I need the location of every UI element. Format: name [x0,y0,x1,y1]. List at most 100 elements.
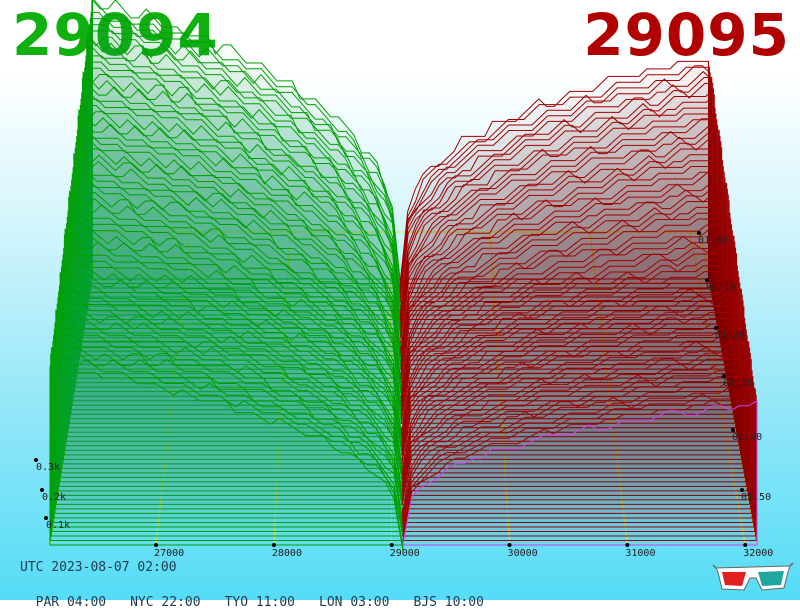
bid-depth-curve [78,108,402,366]
y-tick-dot [44,516,48,520]
x-tick-label: 30000 [508,548,538,559]
bid-depth-curve [85,55,401,329]
bid-depth-curve [89,24,401,306]
bid-depth-curve [70,185,403,415]
ask-depth-curve [401,271,739,448]
ask-depth-curve [399,66,710,284]
bid-depth-curve [60,272,403,480]
bid-depth-curve [54,322,404,520]
bid-depth-curve [57,297,403,502]
ask-depth-curve [401,300,744,474]
ask-depth-curve [400,147,723,358]
bid-depth-curve [81,92,402,355]
ask-depth-curve [401,347,751,505]
y-tick-label: 0.3k [36,462,60,473]
3d-glasses-icon[interactable] [712,560,794,594]
ask-depth-curve [399,88,715,314]
bid-depth-curve [90,11,401,297]
ask-depth-curve [401,252,738,439]
bid-depth-curve [87,35,401,307]
bid-depth-curve [69,191,403,420]
bid-depth-curve [81,77,402,351]
z-tick-dot [731,428,735,432]
bid-depth-curve [84,61,401,333]
x-gridline [155,231,191,546]
ask-depth-curve [401,335,749,497]
ask-depth-curve [399,118,719,330]
ask-depth-curve [400,199,730,399]
bid-depth-curve [91,0,401,284]
ask-depth-curve [401,265,738,443]
x-tick-label: 28000 [272,548,302,559]
ask-depth-curve [400,235,735,420]
x-tick-dot [389,543,394,547]
ask-depth-curve [400,166,724,367]
ask-depth-curve [401,323,747,488]
z-tick-label: 01:10 [706,282,736,293]
ask-depth-curve [399,70,712,293]
bid-depth-curve [73,152,402,397]
bid-depth-curve [58,285,403,493]
z-tick-dot [722,374,726,378]
bid-depth-curve [52,341,404,529]
bid-depth-curve [72,167,402,409]
utc-timestamp: UTC 2023-08-07 02:00 [20,560,177,575]
depth-curves [49,0,758,551]
ask-depth-curve [401,323,747,487]
bid-depth-curve [76,136,402,386]
bid-depth-curve [53,334,404,529]
timezone-bjs: BJS 10:00 [413,595,484,610]
ask-depth-curve [401,329,748,492]
z-tick-label: 01:40 [732,432,762,443]
z-tick-dot [697,231,701,235]
ask-depth-curve [398,65,711,289]
bid-depth-curve [51,346,404,532]
ask-depth-curve [401,317,746,483]
ask-depth-curve [401,288,742,460]
bid-depth-curve [55,309,404,505]
bid-depth-curve [61,260,403,476]
x-tick-dot [154,543,159,547]
bid-depth-curve [89,18,401,302]
bid-depth-curve [63,247,403,467]
timezone-lon: LON 03:00 [319,595,390,610]
bid-depth-curve [68,196,403,435]
y-tick-label: 0.1k [46,520,70,531]
bid-depth-curve [71,173,402,413]
x-gridline [489,231,511,546]
ask-depth-curve [400,176,727,375]
bid-depth-curve [71,179,402,418]
x-tick-dot [507,543,512,547]
ask-depth-curve [400,171,725,366]
x-gridline [273,231,291,546]
ask-depth-curve [401,376,755,528]
ask-depth-curve [401,305,745,479]
ask-depth-curve [399,107,716,323]
z-tick-label: 01:00 [698,235,728,246]
bid-depth-curve [79,105,402,364]
ask-depth-curve [399,60,710,287]
axis-labels: 27000 28000 29000 30000 31000 32000 0.3k 0.2k 0.… [34,231,773,559]
z-tick-label: 01:50 [741,492,771,503]
bid-depth-curve [49,365,404,551]
ask-depth-curve [400,171,726,370]
bid-depth-curve [80,98,402,360]
ask-depth-curve [401,270,740,447]
z-tick-dot [705,278,709,282]
bid-depth-curve [86,33,401,312]
ask-depth-curve [402,388,756,537]
bid-depth-curve [63,234,403,456]
ask-depth-curve [400,229,734,415]
bid-depth-curve [75,142,402,391]
z-tick-label: 01:30 [723,378,753,389]
ask-depth-curve [399,113,717,327]
ask-depth-curve [402,370,753,524]
ask-depth-curve [402,400,758,546]
ask-depth-curve [399,82,714,303]
timezone-nyc: NYC 22:00 [130,595,201,610]
ask-depth-curve [400,224,733,411]
bid-depth-curve [83,73,402,335]
bid-depth-curve [64,228,403,451]
y-tick-dot [34,458,38,462]
x-tick-label: 31000 [625,548,655,559]
